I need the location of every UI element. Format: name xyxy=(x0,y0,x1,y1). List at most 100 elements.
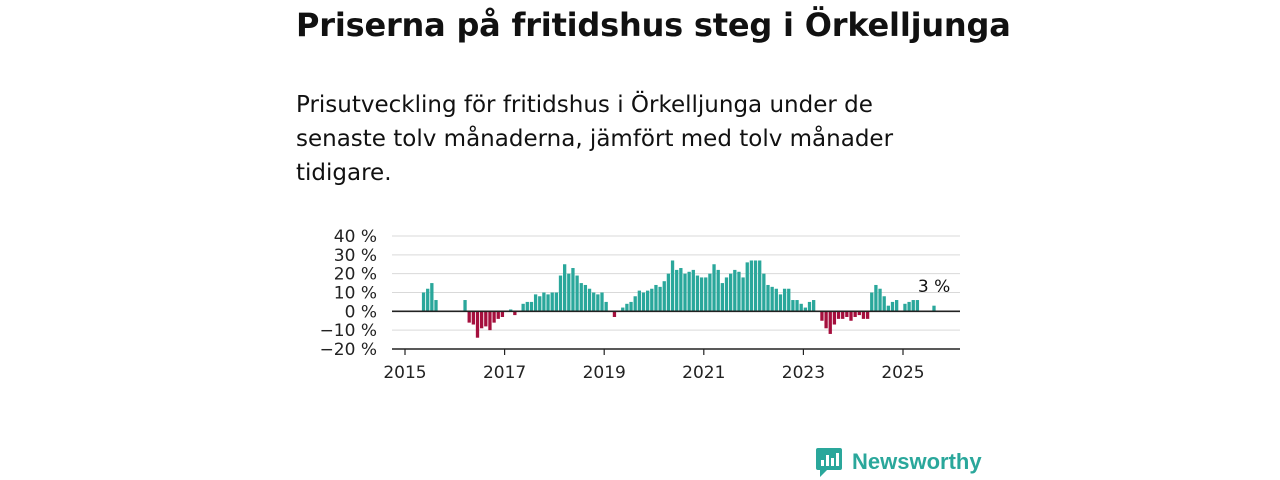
bar xyxy=(699,277,704,312)
bar xyxy=(915,300,920,312)
bars xyxy=(421,260,936,338)
bar xyxy=(807,301,812,312)
newsworthy-logo-icon xyxy=(816,448,842,477)
bar xyxy=(675,269,679,312)
chart-title: Priserna på fritidshus steg i Örkelljung… xyxy=(296,6,1011,44)
bar xyxy=(812,300,816,312)
bar xyxy=(861,311,866,319)
bar xyxy=(492,311,496,323)
bar xyxy=(513,311,517,316)
bar xyxy=(729,273,733,312)
bar xyxy=(679,268,683,312)
bar xyxy=(907,301,911,312)
bar xyxy=(691,269,695,312)
bar xyxy=(683,273,687,312)
bar xyxy=(733,269,737,312)
bar xyxy=(525,301,529,312)
bar xyxy=(791,300,795,312)
bar xyxy=(874,284,878,312)
x-tick-label: 2023 xyxy=(782,363,825,383)
bar xyxy=(774,288,778,312)
bar xyxy=(832,311,837,325)
bar xyxy=(621,307,625,312)
bar xyxy=(571,268,575,312)
bar xyxy=(533,294,538,312)
bar xyxy=(471,311,475,325)
bar xyxy=(600,292,604,312)
bar xyxy=(911,300,915,312)
bar xyxy=(745,262,749,312)
bar xyxy=(828,311,832,334)
bar xyxy=(695,275,700,312)
bar xyxy=(558,275,563,312)
bar xyxy=(625,303,629,312)
bar xyxy=(857,311,861,316)
bar xyxy=(496,311,500,319)
bar xyxy=(762,273,766,312)
bar xyxy=(463,300,467,312)
bar xyxy=(629,301,633,312)
bar xyxy=(480,311,484,329)
bar xyxy=(799,303,803,312)
bar xyxy=(434,300,438,312)
bar xyxy=(475,311,480,338)
bar xyxy=(579,283,583,312)
x-tick-label: 2025 xyxy=(881,363,924,383)
bar-chart: 40 %30 %20 %10 %0 %−10 %−20 % 2015 2017 201… xyxy=(320,227,960,383)
bar xyxy=(563,264,567,312)
bar xyxy=(708,273,712,312)
bar xyxy=(870,292,874,312)
bar xyxy=(903,303,907,312)
bar xyxy=(484,311,488,327)
bar xyxy=(895,300,899,312)
bar xyxy=(554,292,558,312)
x-tick-label: 2021 xyxy=(682,363,725,383)
bar xyxy=(529,301,534,312)
bar xyxy=(716,269,720,312)
y-tick-label: 10 % xyxy=(334,284,377,304)
data-label-latest: 3 % xyxy=(918,277,950,297)
bar xyxy=(766,284,770,312)
bar xyxy=(567,273,571,312)
bar xyxy=(836,311,841,319)
bar xyxy=(932,305,936,312)
bar xyxy=(662,281,666,312)
bar xyxy=(782,288,787,312)
labels: 40 %30 %20 %10 %0 %−10 %−20 % 2015 2017 201… xyxy=(320,227,951,383)
bar xyxy=(890,301,895,312)
bar xyxy=(521,303,525,312)
bar xyxy=(550,292,554,312)
bar xyxy=(587,288,592,312)
x-tick-label: 2017 xyxy=(483,363,526,383)
bar xyxy=(596,294,600,312)
bar xyxy=(542,292,546,312)
brand-name: Newsworthy xyxy=(852,449,982,474)
bar xyxy=(509,309,513,312)
bar xyxy=(749,260,754,312)
bar xyxy=(753,260,758,312)
bar xyxy=(853,311,857,317)
y-tick-label: 40 % xyxy=(334,227,377,247)
bar xyxy=(633,296,637,312)
bar xyxy=(841,311,845,319)
y-tick-label: −20 % xyxy=(320,340,377,360)
bar xyxy=(778,294,783,312)
bar xyxy=(670,260,675,312)
bar xyxy=(882,296,886,312)
bar xyxy=(500,311,505,317)
bar xyxy=(720,283,724,312)
bar xyxy=(654,284,658,312)
x-tick-label: 2019 xyxy=(583,363,626,383)
bar xyxy=(845,311,849,317)
bar xyxy=(592,292,596,312)
bar xyxy=(787,288,791,312)
y-tick-label: 0 % xyxy=(345,302,377,322)
bar xyxy=(758,260,762,312)
bar xyxy=(467,311,471,323)
y-tick-label: 30 % xyxy=(334,246,377,266)
bar xyxy=(658,286,662,312)
brand-logo[interactable]: Newsworthy xyxy=(815,446,982,478)
bar xyxy=(538,296,542,312)
bar xyxy=(604,301,608,312)
bar xyxy=(637,290,641,312)
